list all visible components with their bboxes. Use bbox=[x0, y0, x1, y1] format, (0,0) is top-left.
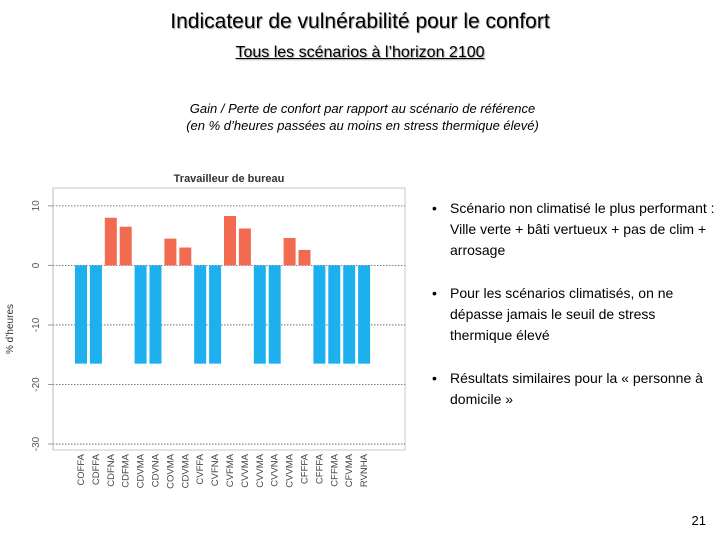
bar bbox=[119, 226, 132, 266]
bar bbox=[194, 265, 207, 364]
page-number: 21 bbox=[691, 513, 706, 528]
x-tick-label: COVMA bbox=[165, 453, 176, 489]
bar bbox=[104, 217, 117, 266]
x-tick-label: CVFFA bbox=[195, 453, 206, 484]
y-tick-label: -20 bbox=[31, 377, 42, 392]
bar bbox=[75, 265, 87, 364]
bar-chart: 10 0 -10 -20 -30 % d’heures Travailleur de bur… bbox=[5, 173, 406, 489]
bar bbox=[298, 249, 311, 266]
bar bbox=[238, 228, 251, 266]
x-tick-label: CVVMA bbox=[240, 453, 251, 487]
bullet-item: Pour les scénarios climatisés, on ne dép… bbox=[430, 283, 715, 346]
x-tick-label: CDFNA bbox=[106, 453, 117, 486]
bar bbox=[328, 265, 341, 364]
y-tick-label: 10 bbox=[31, 200, 42, 212]
x-tick-label: CDVMA bbox=[136, 453, 147, 488]
bar bbox=[283, 238, 296, 266]
x-tick-label: RVNHA bbox=[359, 453, 370, 487]
bullet-list: Scénario non climatisé le plus performan… bbox=[430, 198, 715, 432]
bar bbox=[253, 265, 266, 364]
bar bbox=[268, 265, 281, 364]
y-axis-label: % d’heures bbox=[5, 304, 16, 354]
caption-line-2: (en % d’heures passées au moins en stres… bbox=[186, 118, 539, 133]
x-tick-label: CVFMA bbox=[225, 453, 236, 487]
x-tick-label: COFFA bbox=[76, 453, 87, 485]
x-tick-label: CFFMA bbox=[329, 453, 340, 486]
bar bbox=[149, 265, 162, 364]
bullet-item: Scénario non climatisé le plus performan… bbox=[430, 198, 715, 261]
x-tick-label: CVVMA bbox=[285, 453, 296, 487]
x-tick-label: CDVNA bbox=[151, 453, 162, 487]
bar bbox=[313, 265, 326, 364]
x-tick-label: CFFFA bbox=[300, 453, 311, 484]
caption-line-1: Gain / Perte de confort par rapport au s… bbox=[189, 101, 536, 116]
y-tick-label: -30 bbox=[31, 436, 42, 451]
slide-subtitle: Tous les scénarios à l’horizon 2100 bbox=[235, 44, 485, 61]
y-tick-label: 0 bbox=[31, 262, 42, 268]
bar bbox=[209, 265, 222, 364]
bar bbox=[224, 215, 236, 266]
x-tick-label: CFVMA bbox=[344, 453, 355, 487]
x-tick-label: CDFMA bbox=[121, 453, 132, 487]
x-tick-label: CVVMA bbox=[255, 453, 266, 487]
chart-caption: Gain / Perte de confort par rapport au s… bbox=[0, 100, 720, 134]
bar bbox=[358, 265, 371, 364]
bar bbox=[164, 238, 177, 266]
bar bbox=[179, 247, 192, 266]
x-tick-label: CDVMA bbox=[180, 453, 191, 488]
y-tick-label: -10 bbox=[31, 317, 42, 332]
chart-title: Travailleur de bureau bbox=[174, 173, 285, 185]
x-tick-label: CVVNA bbox=[270, 453, 281, 486]
x-tick-label: CVFNA bbox=[210, 453, 221, 486]
bar bbox=[343, 265, 356, 364]
bar bbox=[134, 265, 147, 364]
bullet-item: Résultats similaires pour la « personne … bbox=[430, 368, 715, 410]
x-tick-label: CFFFA bbox=[314, 453, 325, 484]
bar bbox=[89, 265, 102, 364]
slide-title: Indicateur de vulnérabilité pour le conf… bbox=[170, 10, 550, 33]
x-tick-label: CDFFA bbox=[91, 453, 102, 485]
